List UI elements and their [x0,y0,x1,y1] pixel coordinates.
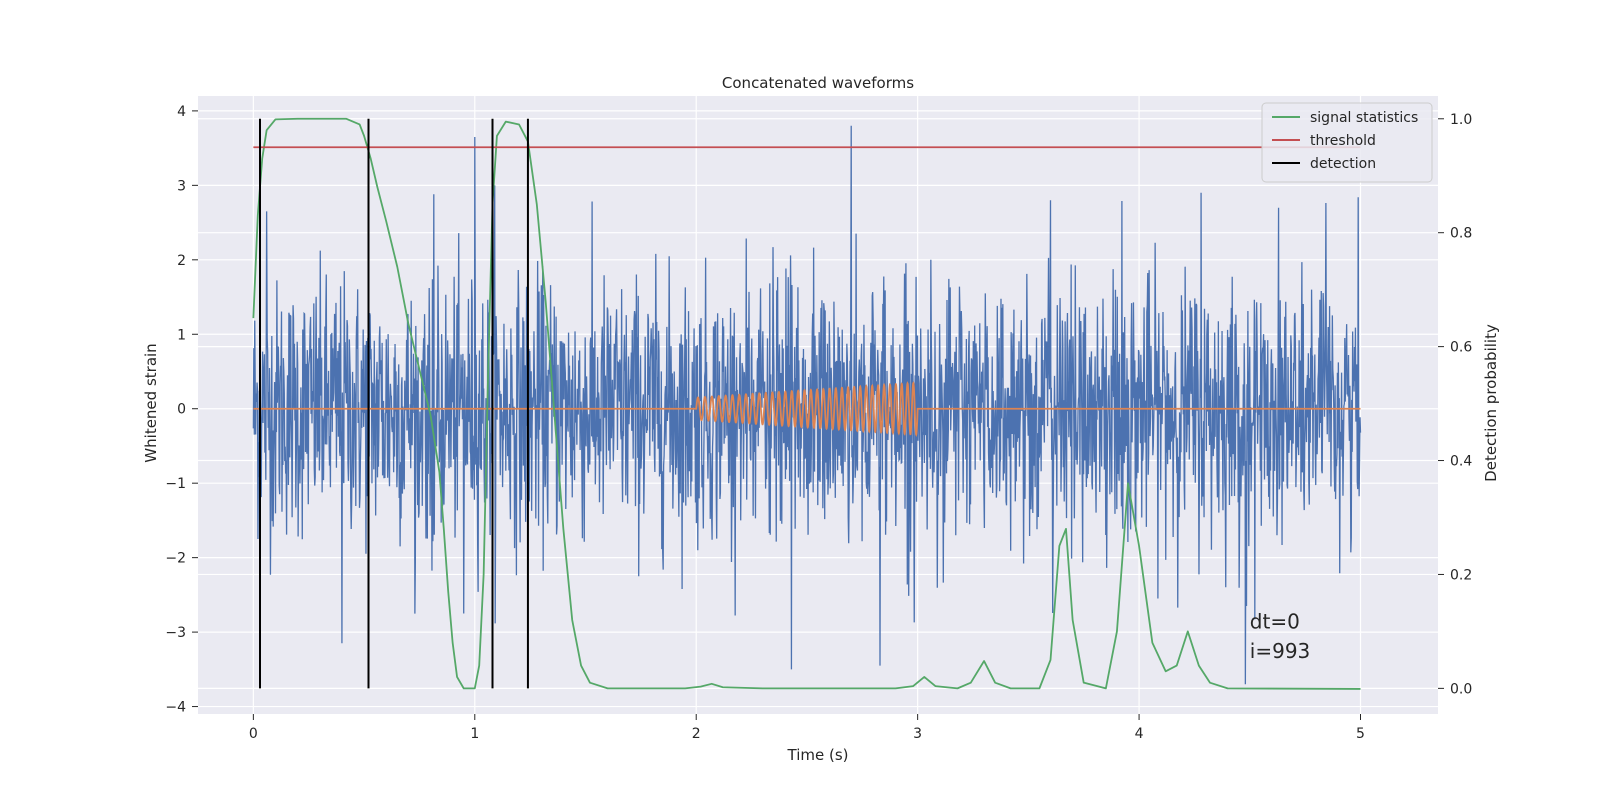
x-tick-label: 5 [1356,726,1365,742]
y-tick-label-left: 1 [177,327,186,343]
whitened-strain-series [252,125,1362,685]
y-tick-label-right: 0.2 [1450,567,1472,583]
y-tick-label-left: −1 [165,476,186,492]
axes: 0 1 2 3 4 5 −4 −3 −2 −1 0 1 2 3 4 0.0 0.2 0.4 0.6 0.8 1.0 [165,104,1472,742]
x-tick-label: 1 [470,726,479,742]
legend: signal statistics threshold detection [1261,102,1433,183]
legend-label: signal statistics [1310,110,1418,126]
x-tick-label: 2 [692,726,701,742]
y-tick-label-left: 2 [177,253,186,269]
y-tick-label-right: 1.0 [1450,112,1472,128]
legend-label: detection [1310,156,1376,172]
legend-label: threshold [1310,133,1376,149]
x-tick-label: 0 [249,726,258,742]
y-tick-label-left: −4 [165,700,186,716]
y-tick-label-left: 3 [177,178,186,194]
y-tick-label-right: 0.4 [1450,454,1472,470]
y-tick-label-left: 4 [177,104,186,120]
annotation-text: i=993 [1250,639,1311,663]
y-tick-label-right: 0.8 [1450,226,1472,242]
chart-title: Concatenated waveforms [722,74,914,92]
annotation-text: dt=0 [1250,609,1300,633]
y-tick-label-right: 0.6 [1450,340,1472,356]
y-axis-label-left: Whitened strain [142,343,160,462]
y-tick-label-right: 0.0 [1450,681,1472,697]
x-axis-label: Time (s) [787,746,849,764]
y-tick-label-left: 0 [177,402,186,418]
annotations: dt=0 i=993 [1250,609,1311,663]
y-tick-label-left: −2 [165,551,186,567]
signal-statistics-line [252,117,1361,690]
legend-box [1261,102,1433,183]
x-tick-label: 3 [913,726,922,742]
y-tick-label-left: −3 [165,625,186,641]
injected-signal-series [253,381,1361,437]
series-layer [252,117,1362,690]
x-tick-label: 4 [1135,726,1144,742]
y-axis-label-right: Detection probability [1482,324,1500,482]
